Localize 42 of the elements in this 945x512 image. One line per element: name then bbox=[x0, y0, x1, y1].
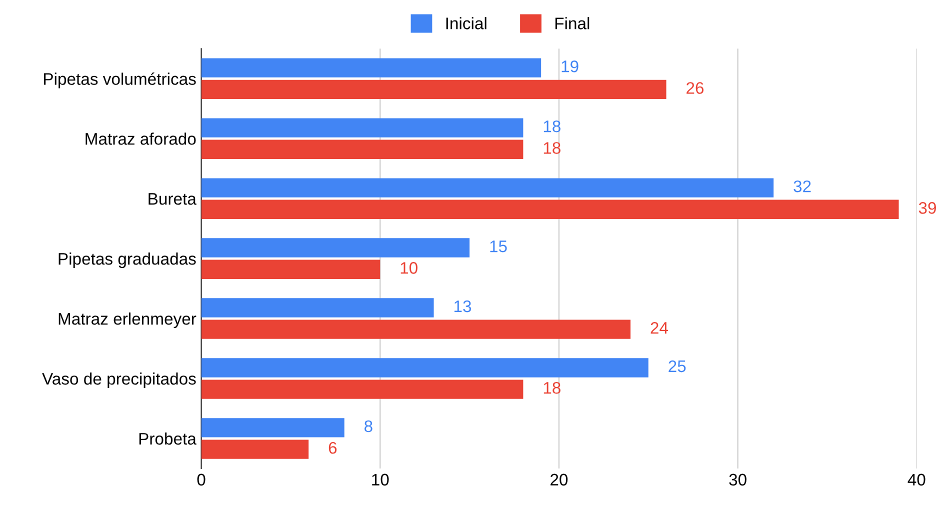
bar bbox=[201, 80, 666, 100]
bar bbox=[201, 440, 309, 459]
bar bbox=[201, 118, 524, 138]
bar bbox=[201, 58, 542, 78]
x-tick-label: 10 bbox=[372, 474, 389, 486]
y-tick-label: Pipetas graduadas bbox=[58, 252, 196, 268]
y-tick-label: Matraz erlenmeyer bbox=[58, 312, 196, 328]
data-label: 24 bbox=[650, 322, 668, 334]
y-tick-label: Bureta bbox=[148, 193, 196, 205]
data-label: 19 bbox=[562, 60, 578, 72]
data-label: 18 bbox=[544, 382, 560, 394]
data-label: 39 bbox=[918, 202, 936, 214]
data-label: 18 bbox=[544, 142, 560, 154]
bar bbox=[201, 320, 631, 339]
bar bbox=[201, 238, 470, 258]
bar bbox=[201, 380, 524, 399]
data-label: 10 bbox=[400, 262, 418, 274]
bar bbox=[201, 140, 524, 159]
data-label: 6 bbox=[328, 442, 337, 454]
y-tick-label: Matraz aforado bbox=[86, 132, 196, 145]
x-tick-label: 30 bbox=[729, 474, 746, 486]
legend-label: Inicial bbox=[446, 17, 486, 30]
bar bbox=[201, 200, 899, 219]
y-tick-label: Pipetas volumétricas bbox=[44, 72, 196, 88]
data-label: 18 bbox=[544, 120, 560, 132]
data-label: 8 bbox=[364, 420, 372, 432]
bar bbox=[201, 298, 434, 318]
data-label: 32 bbox=[794, 180, 811, 192]
data-label: 26 bbox=[686, 82, 704, 94]
data-label: 15 bbox=[490, 240, 507, 252]
x-tick-label: 40 bbox=[908, 474, 926, 486]
data-label: 13 bbox=[454, 300, 472, 312]
legend-label: Final bbox=[555, 17, 590, 30]
bar bbox=[201, 358, 648, 378]
y-tick-label: Probeta bbox=[139, 432, 196, 445]
data-label: 25 bbox=[668, 360, 686, 372]
x-tick-label: 0 bbox=[197, 474, 206, 486]
x-tick-label: 20 bbox=[550, 474, 568, 486]
bar bbox=[201, 178, 774, 198]
bar bbox=[201, 260, 380, 279]
bar bbox=[201, 418, 344, 438]
y-tick-label: Vaso de precipitados bbox=[42, 372, 196, 388]
